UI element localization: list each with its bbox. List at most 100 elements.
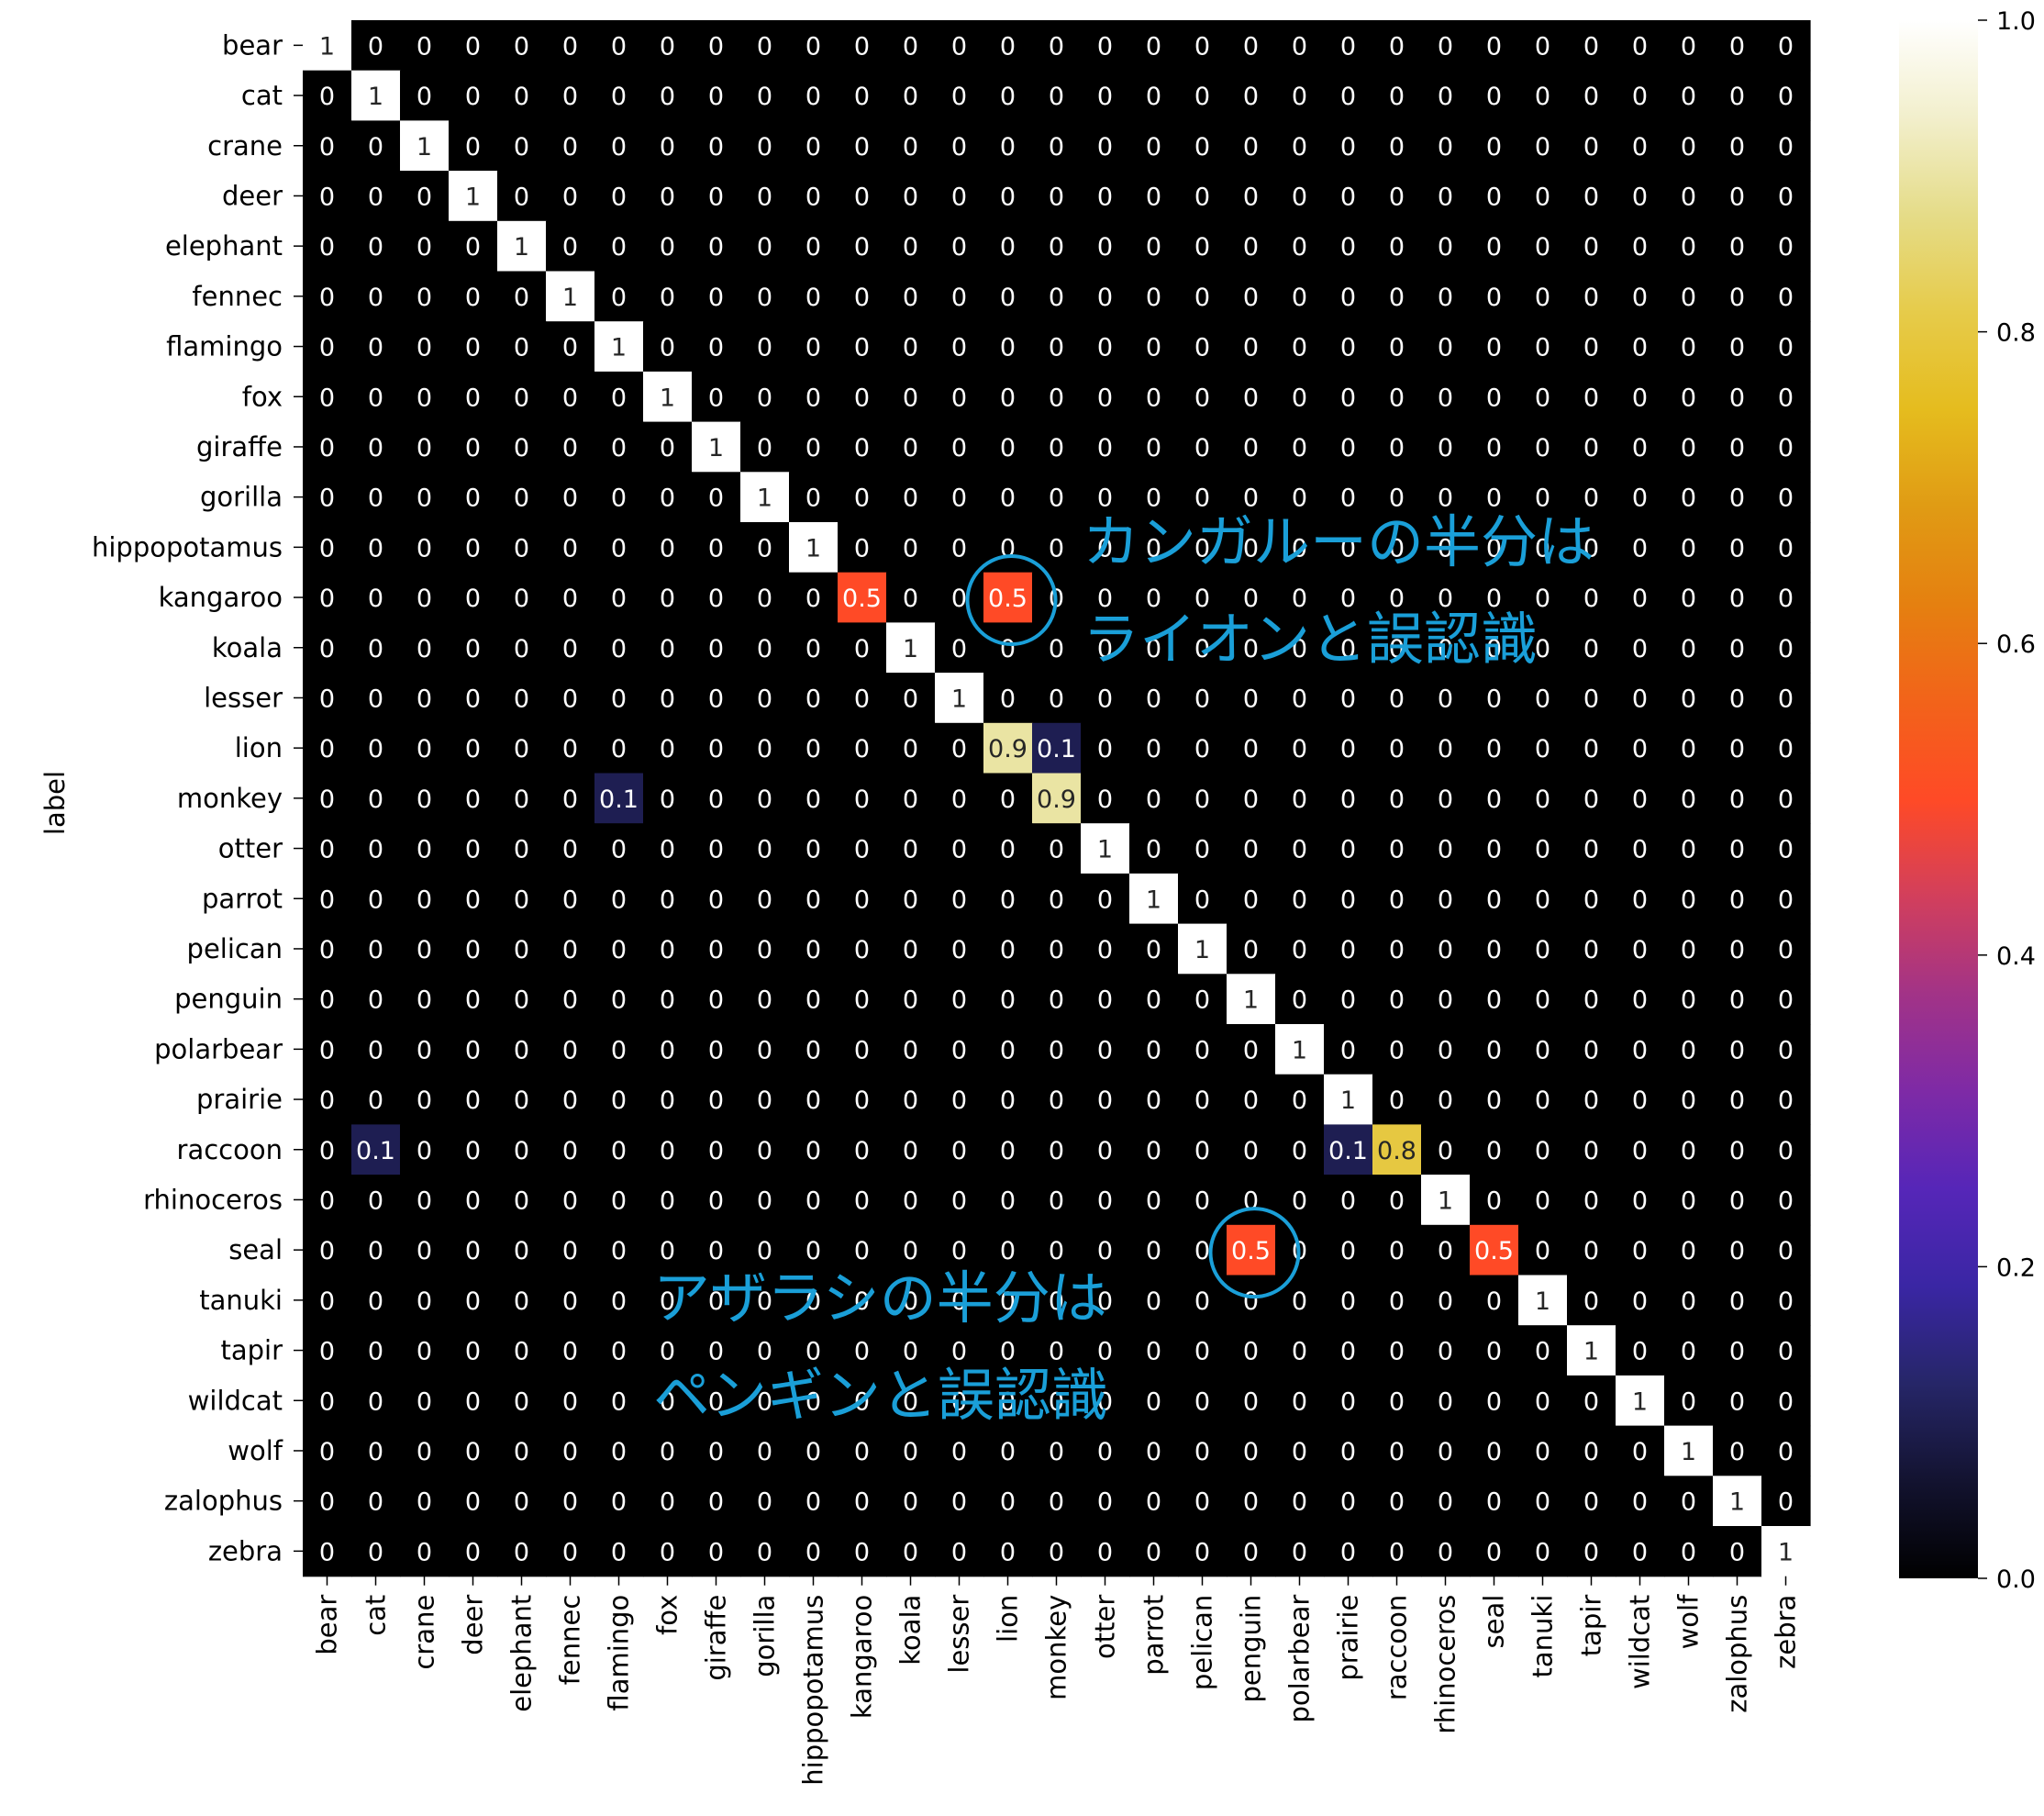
heatmap-cell bbox=[789, 873, 839, 925]
heatmap-cell bbox=[351, 1375, 401, 1427]
heatmap-cell bbox=[1129, 522, 1179, 574]
cell-value-label: 0 bbox=[1340, 1287, 1356, 1316]
cell-value-label: 0 bbox=[1438, 735, 1453, 763]
heatmap-cell bbox=[449, 271, 498, 322]
heatmap-cell bbox=[594, 1476, 644, 1527]
cell-value-label: 0 bbox=[611, 936, 627, 964]
cell-value-label: 0 bbox=[1438, 1036, 1453, 1064]
cell-value-label: 0 bbox=[368, 1488, 383, 1517]
heatmap-cell bbox=[1616, 1476, 1665, 1527]
cell-value-label: 0 bbox=[319, 1137, 335, 1165]
cell-value-label: 0 bbox=[1778, 534, 1794, 563]
cell-value-label: 0 bbox=[1340, 1237, 1356, 1265]
cell-value-label: 0 bbox=[465, 534, 481, 563]
heatmap-cell bbox=[935, 522, 984, 574]
cell-value-label: 0 bbox=[562, 384, 578, 412]
heatmap-cell bbox=[1081, 923, 1130, 975]
heatmap-cell bbox=[1324, 773, 1373, 824]
heatmap-cell bbox=[1761, 722, 1811, 774]
cell-value-label: 0 bbox=[465, 735, 481, 763]
heatmap-cell bbox=[643, 20, 693, 72]
heatmap-cell bbox=[1518, 722, 1568, 774]
heatmap-cell bbox=[886, 70, 936, 121]
cell-value-label: 0 bbox=[417, 735, 432, 763]
cell-value-label: 0 bbox=[1049, 32, 1064, 61]
x-tick-label: penguin bbox=[1236, 1595, 1267, 1703]
heatmap-cell bbox=[1713, 673, 1762, 724]
cell-value-label: 0 bbox=[1438, 233, 1453, 262]
colorbar-tick-label: 0.4 bbox=[1996, 942, 2036, 971]
heatmap-cell bbox=[594, 722, 644, 774]
heatmap-cell bbox=[740, 773, 790, 824]
cell-value-label: 0 bbox=[1535, 334, 1550, 362]
cell-value-label: 0 bbox=[1681, 836, 1696, 864]
cell-value-label: 0 bbox=[1389, 936, 1405, 964]
heatmap-cell bbox=[1129, 622, 1179, 674]
heatmap-cell bbox=[1664, 974, 1714, 1025]
cell-value-label: 0 bbox=[757, 233, 772, 262]
cell-value-label: 0 bbox=[611, 836, 627, 864]
heatmap-cell bbox=[1032, 120, 1082, 172]
cell-value-label: 0 bbox=[1097, 685, 1113, 713]
cell-value-label: 0 bbox=[1583, 685, 1599, 713]
heatmap-cell bbox=[692, 773, 741, 824]
cell-value-label: 0 bbox=[805, 384, 821, 412]
cell-value-label: 0 bbox=[1340, 936, 1356, 964]
cell-value-label: 0 bbox=[1097, 233, 1113, 262]
cell-value-label: 0 bbox=[1632, 133, 1648, 162]
heatmap-cell bbox=[643, 120, 693, 172]
heatmap-cell bbox=[1372, 1476, 1422, 1527]
cell-value-label: 0.5 bbox=[988, 585, 1028, 613]
heatmap-cell bbox=[886, 472, 936, 523]
heatmap-cell bbox=[497, 1275, 547, 1326]
cell-value-label: 0 bbox=[1681, 1488, 1696, 1517]
cell-value-label: 0 bbox=[319, 534, 335, 563]
heatmap-cell bbox=[1470, 1476, 1519, 1527]
cell-value-label: 0 bbox=[1000, 434, 1016, 462]
cell-value-label: 0 bbox=[1194, 1187, 1210, 1215]
cell-value-label: 0 bbox=[660, 1488, 675, 1517]
cell-value-label: 0 bbox=[514, 434, 529, 462]
cell-value-label: 0 bbox=[660, 1187, 675, 1215]
heatmap-cell bbox=[497, 120, 547, 172]
cell-value-label: 0 bbox=[1486, 434, 1502, 462]
x-tick-label: deer bbox=[458, 1595, 489, 1655]
heatmap-cell bbox=[838, 974, 887, 1025]
cell-value-label: 0 bbox=[1778, 836, 1794, 864]
cell-value-label: 0 bbox=[903, 133, 918, 162]
heatmap-cell bbox=[1616, 220, 1665, 273]
heatmap-cell bbox=[546, 321, 595, 373]
cell-value-label: 0 bbox=[465, 635, 481, 663]
heatmap-cell bbox=[838, 371, 887, 423]
cell-value-label: 0 bbox=[805, 133, 821, 162]
cell-value-label: 0 bbox=[708, 685, 724, 713]
heatmap-cell bbox=[740, 622, 790, 674]
cell-value-label: 0 bbox=[611, 886, 627, 914]
cell-value-label: 0 bbox=[1000, 133, 1016, 162]
cell-value-label: 0 bbox=[660, 485, 675, 513]
heatmap-cell bbox=[1713, 1275, 1762, 1326]
heatmap-cell bbox=[886, 923, 936, 975]
heatmap-cell bbox=[1178, 1375, 1228, 1427]
cell-value-label: 0 bbox=[514, 183, 529, 211]
cell-value-label: 0 bbox=[1535, 183, 1550, 211]
heatmap-cell bbox=[740, 522, 790, 574]
cell-value-label: 0 bbox=[1681, 183, 1696, 211]
heatmap-cell bbox=[400, 1224, 450, 1276]
cell-value-label: 0 bbox=[1583, 936, 1599, 964]
heatmap-cell bbox=[1421, 321, 1471, 373]
cell-value-label: 0 bbox=[465, 1438, 481, 1466]
heatmap-cell bbox=[546, 522, 595, 574]
cell-value-label: 0 bbox=[319, 1036, 335, 1064]
heatmap-cell bbox=[1275, 371, 1325, 423]
cell-value-label: 0 bbox=[1583, 1237, 1599, 1265]
cell-value-label: 0 bbox=[1778, 886, 1794, 914]
heatmap-cell bbox=[1227, 673, 1276, 724]
cell-value-label: 0 bbox=[1729, 485, 1745, 513]
heatmap-cell bbox=[546, 421, 595, 473]
heatmap-cell bbox=[351, 1024, 401, 1075]
heatmap-cell bbox=[886, 1224, 936, 1276]
heatmap-cell bbox=[1227, 974, 1276, 1025]
heatmap-cell bbox=[1567, 923, 1616, 975]
cell-value-label: 0 bbox=[1049, 685, 1064, 713]
